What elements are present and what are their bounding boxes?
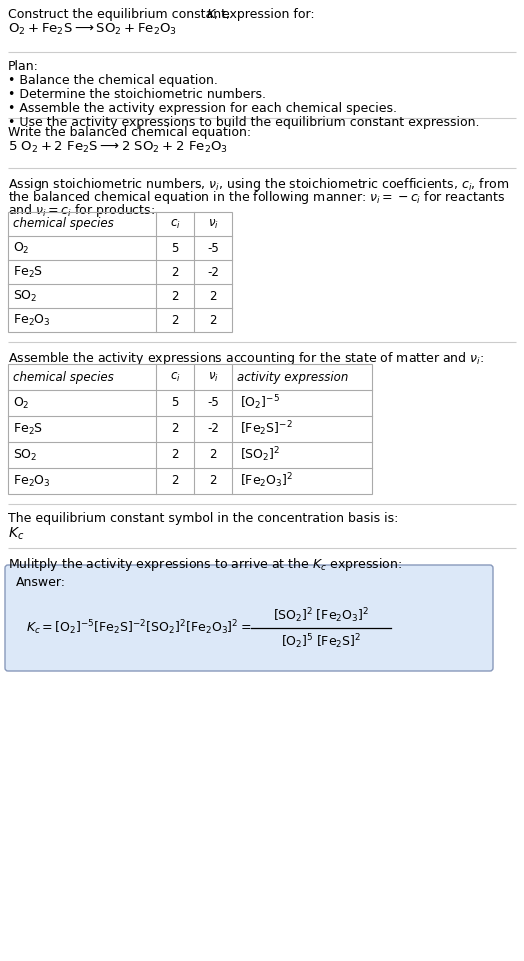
Text: 2: 2 bbox=[171, 289, 179, 303]
Text: $[\mathrm{O_2}]^{5} \; [\mathrm{Fe_2S}]^{2}$: $[\mathrm{O_2}]^{5} \; [\mathrm{Fe_2S}]^… bbox=[281, 632, 361, 652]
Text: 2: 2 bbox=[209, 449, 217, 461]
Text: $\mathrm{SO_2}$: $\mathrm{SO_2}$ bbox=[13, 448, 38, 462]
Text: The equilibrium constant symbol in the concentration basis is:: The equilibrium constant symbol in the c… bbox=[8, 512, 398, 525]
Text: 2: 2 bbox=[171, 265, 179, 279]
Text: $\mathrm{Fe_2S}$: $\mathrm{Fe_2S}$ bbox=[13, 264, 43, 280]
Text: • Determine the stoichiometric numbers.: • Determine the stoichiometric numbers. bbox=[8, 88, 266, 101]
Text: • Use the activity expressions to build the equilibrium constant expression.: • Use the activity expressions to build … bbox=[8, 116, 479, 129]
Text: 5: 5 bbox=[171, 397, 179, 409]
Text: $[\mathrm{SO_2}]^{2}$: $[\mathrm{SO_2}]^{2}$ bbox=[240, 446, 280, 464]
Text: Mulitply the activity expressions to arrive at the $K_c$ expression:: Mulitply the activity expressions to arr… bbox=[8, 556, 402, 573]
Text: • Assemble the activity expression for each chemical species.: • Assemble the activity expression for e… bbox=[8, 102, 397, 115]
Text: $[\mathrm{O_2}]^{-5}$: $[\mathrm{O_2}]^{-5}$ bbox=[240, 394, 280, 412]
Text: activity expression: activity expression bbox=[237, 371, 348, 383]
Text: $\mathrm{SO_2}$: $\mathrm{SO_2}$ bbox=[13, 288, 38, 304]
FancyBboxPatch shape bbox=[5, 565, 493, 671]
Text: $[\mathrm{Fe_2S}]^{-2}$: $[\mathrm{Fe_2S}]^{-2}$ bbox=[240, 420, 293, 438]
Text: Assemble the activity expressions accounting for the state of matter and $\nu_i$: Assemble the activity expressions accoun… bbox=[8, 350, 484, 367]
Text: $c_i$: $c_i$ bbox=[170, 370, 180, 383]
Text: 2: 2 bbox=[171, 449, 179, 461]
Text: -5: -5 bbox=[207, 241, 219, 255]
Text: 2: 2 bbox=[171, 313, 179, 327]
Text: $\mathrm{Fe_2O_3}$: $\mathrm{Fe_2O_3}$ bbox=[13, 474, 51, 488]
Text: , expression for:: , expression for: bbox=[214, 8, 314, 21]
Text: 2: 2 bbox=[171, 475, 179, 487]
Text: -2: -2 bbox=[207, 265, 219, 279]
Text: -5: -5 bbox=[207, 397, 219, 409]
Bar bbox=[8, 212, 232, 332]
Text: $K_c = [\mathrm{O_2}]^{-5} [\mathrm{Fe_2S}]^{-2} [\mathrm{SO_2}]^{2} [\mathrm{Fe: $K_c = [\mathrm{O_2}]^{-5} [\mathrm{Fe_2… bbox=[26, 619, 252, 637]
Text: $\mathrm{5\ O_2 + 2\ Fe_2S \longrightarrow 2\ SO_2 + 2\ Fe_2O_3}$: $\mathrm{5\ O_2 + 2\ Fe_2S \longrightarr… bbox=[8, 140, 228, 155]
Text: 2: 2 bbox=[209, 475, 217, 487]
Text: $K_c$: $K_c$ bbox=[8, 526, 24, 542]
Text: $\mathrm{O_2}$: $\mathrm{O_2}$ bbox=[13, 395, 29, 410]
Text: $\mathrm{Fe_2S}$: $\mathrm{Fe_2S}$ bbox=[13, 422, 43, 436]
Text: Construct the equilibrium constant,: Construct the equilibrium constant, bbox=[8, 8, 234, 21]
Text: Answer:: Answer: bbox=[16, 576, 66, 589]
Text: 5: 5 bbox=[171, 241, 179, 255]
Text: Plan:: Plan: bbox=[8, 60, 39, 73]
Text: -2: -2 bbox=[207, 423, 219, 435]
Text: 2: 2 bbox=[171, 423, 179, 435]
Text: $c_i$: $c_i$ bbox=[170, 217, 180, 231]
Text: Assign stoichiometric numbers, $\nu_i$, using the stoichiometric coefficients, $: Assign stoichiometric numbers, $\nu_i$, … bbox=[8, 176, 509, 193]
Text: $\mathrm{O_2}$: $\mathrm{O_2}$ bbox=[13, 240, 29, 256]
Text: $\nu_i$: $\nu_i$ bbox=[208, 370, 219, 383]
Text: $\nu_i$: $\nu_i$ bbox=[208, 217, 219, 231]
Text: 2: 2 bbox=[209, 289, 217, 303]
Text: $\mathrm{O_2 + Fe_2S \longrightarrow SO_2 + Fe_2O_3}$: $\mathrm{O_2 + Fe_2S \longrightarrow SO_… bbox=[8, 22, 177, 37]
Bar bbox=[8, 364, 372, 494]
Text: Write the balanced chemical equation:: Write the balanced chemical equation: bbox=[8, 126, 251, 139]
Text: $[\mathrm{Fe_2O_3}]^{2}$: $[\mathrm{Fe_2O_3}]^{2}$ bbox=[240, 472, 293, 490]
Text: 2: 2 bbox=[209, 313, 217, 327]
Text: and $\nu_i = c_i$ for products:: and $\nu_i = c_i$ for products: bbox=[8, 202, 155, 219]
Text: chemical species: chemical species bbox=[13, 217, 114, 231]
Text: chemical species: chemical species bbox=[13, 371, 114, 383]
Text: $\mathrm{Fe_2O_3}$: $\mathrm{Fe_2O_3}$ bbox=[13, 312, 51, 328]
Text: $K$: $K$ bbox=[206, 8, 217, 21]
Text: $[\mathrm{SO_2}]^{2} \; [\mathrm{Fe_2O_3}]^{2}$: $[\mathrm{SO_2}]^{2} \; [\mathrm{Fe_2O_3… bbox=[273, 606, 369, 626]
Text: • Balance the chemical equation.: • Balance the chemical equation. bbox=[8, 74, 218, 87]
Text: the balanced chemical equation in the following manner: $\nu_i = -c_i$ for react: the balanced chemical equation in the fo… bbox=[8, 189, 506, 206]
